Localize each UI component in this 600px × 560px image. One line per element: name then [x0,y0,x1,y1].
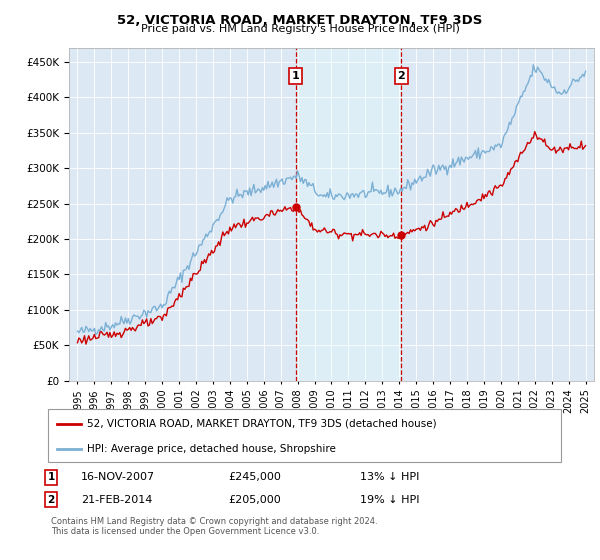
Text: 1: 1 [292,71,299,81]
Text: Price paid vs. HM Land Registry's House Price Index (HPI): Price paid vs. HM Land Registry's House … [140,24,460,34]
Text: 21-FEB-2014: 21-FEB-2014 [81,494,152,505]
Text: 1: 1 [47,472,55,482]
Text: 2: 2 [47,494,55,505]
Text: 52, VICTORIA ROAD, MARKET DRAYTON, TF9 3DS: 52, VICTORIA ROAD, MARKET DRAYTON, TF9 3… [118,14,482,27]
Text: This data is licensed under the Open Government Licence v3.0.: This data is licensed under the Open Gov… [51,528,319,536]
Text: 13% ↓ HPI: 13% ↓ HPI [360,472,419,482]
Text: Contains HM Land Registry data © Crown copyright and database right 2024.: Contains HM Land Registry data © Crown c… [51,517,377,526]
Text: 16-NOV-2007: 16-NOV-2007 [81,472,155,482]
Text: 52, VICTORIA ROAD, MARKET DRAYTON, TF9 3DS (detached house): 52, VICTORIA ROAD, MARKET DRAYTON, TF9 3… [87,419,437,429]
Text: 19% ↓ HPI: 19% ↓ HPI [360,494,419,505]
Text: £205,000: £205,000 [228,494,281,505]
Bar [296,48,401,381]
Text: 2: 2 [397,71,405,81]
Text: HPI: Average price, detached house, Shropshire: HPI: Average price, detached house, Shro… [87,444,336,454]
Text: £245,000: £245,000 [228,472,281,482]
